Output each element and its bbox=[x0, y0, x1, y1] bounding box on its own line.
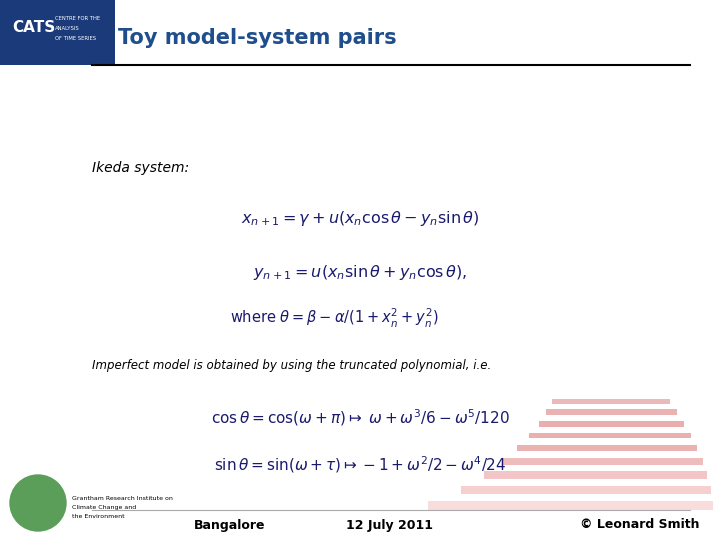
Text: Bangalore: Bangalore bbox=[194, 518, 266, 531]
Bar bbox=[517, 445, 697, 451]
Text: 12 July 2011: 12 July 2011 bbox=[346, 518, 433, 531]
Text: ANALYSIS: ANALYSIS bbox=[55, 25, 80, 30]
Text: Grantham Research Institute on: Grantham Research Institute on bbox=[72, 496, 173, 501]
Text: the Environment: the Environment bbox=[72, 514, 125, 518]
Text: where $\theta = \beta - \alpha/(1 + x_n^2 + y_n^2)$: where $\theta = \beta - \alpha/(1 + x_n^… bbox=[230, 306, 438, 329]
Text: $x_{n+1} = \gamma + u(x_n \cos\theta - y_n \sin\theta)$: $x_{n+1} = \gamma + u(x_n \cos\theta - y… bbox=[240, 208, 480, 227]
Text: $y_{n+1} = u(x_n \sin\theta + y_n \cos\theta),$: $y_{n+1} = u(x_n \sin\theta + y_n \cos\t… bbox=[253, 262, 467, 281]
Text: Toy model-system pairs: Toy model-system pairs bbox=[118, 28, 397, 48]
Text: © Leonard Smith: © Leonard Smith bbox=[580, 518, 700, 531]
Bar bbox=[503, 458, 703, 465]
Bar bbox=[552, 399, 670, 404]
Bar bbox=[529, 433, 691, 438]
Text: Climate Change and: Climate Change and bbox=[72, 504, 136, 510]
Text: $\cos\theta = \cos(\omega + \pi) \mapsto\; \omega + \omega^3/6 - \omega^5/120$: $\cos\theta = \cos(\omega + \pi) \mapsto… bbox=[210, 408, 510, 428]
Circle shape bbox=[10, 475, 66, 531]
Text: OF TIME SERIES: OF TIME SERIES bbox=[55, 36, 96, 40]
Text: $\sin\theta = \sin(\omega + \tau) \mapsto -1 + \omega^2/2 - \omega^4/24$: $\sin\theta = \sin(\omega + \tau) \mapst… bbox=[214, 455, 506, 475]
Bar bbox=[0, 0, 115, 65]
Text: Ikeda system:: Ikeda system: bbox=[92, 161, 189, 175]
Bar bbox=[461, 486, 711, 494]
Text: CENTRE FOR THE: CENTRE FOR THE bbox=[55, 16, 100, 21]
Text: CATS: CATS bbox=[12, 21, 55, 36]
Bar bbox=[546, 409, 677, 415]
Bar bbox=[428, 501, 713, 510]
Bar bbox=[484, 471, 707, 479]
Bar bbox=[539, 421, 684, 427]
Text: Imperfect model is obtained by using the truncated polynomial, i.e.: Imperfect model is obtained by using the… bbox=[92, 359, 491, 372]
